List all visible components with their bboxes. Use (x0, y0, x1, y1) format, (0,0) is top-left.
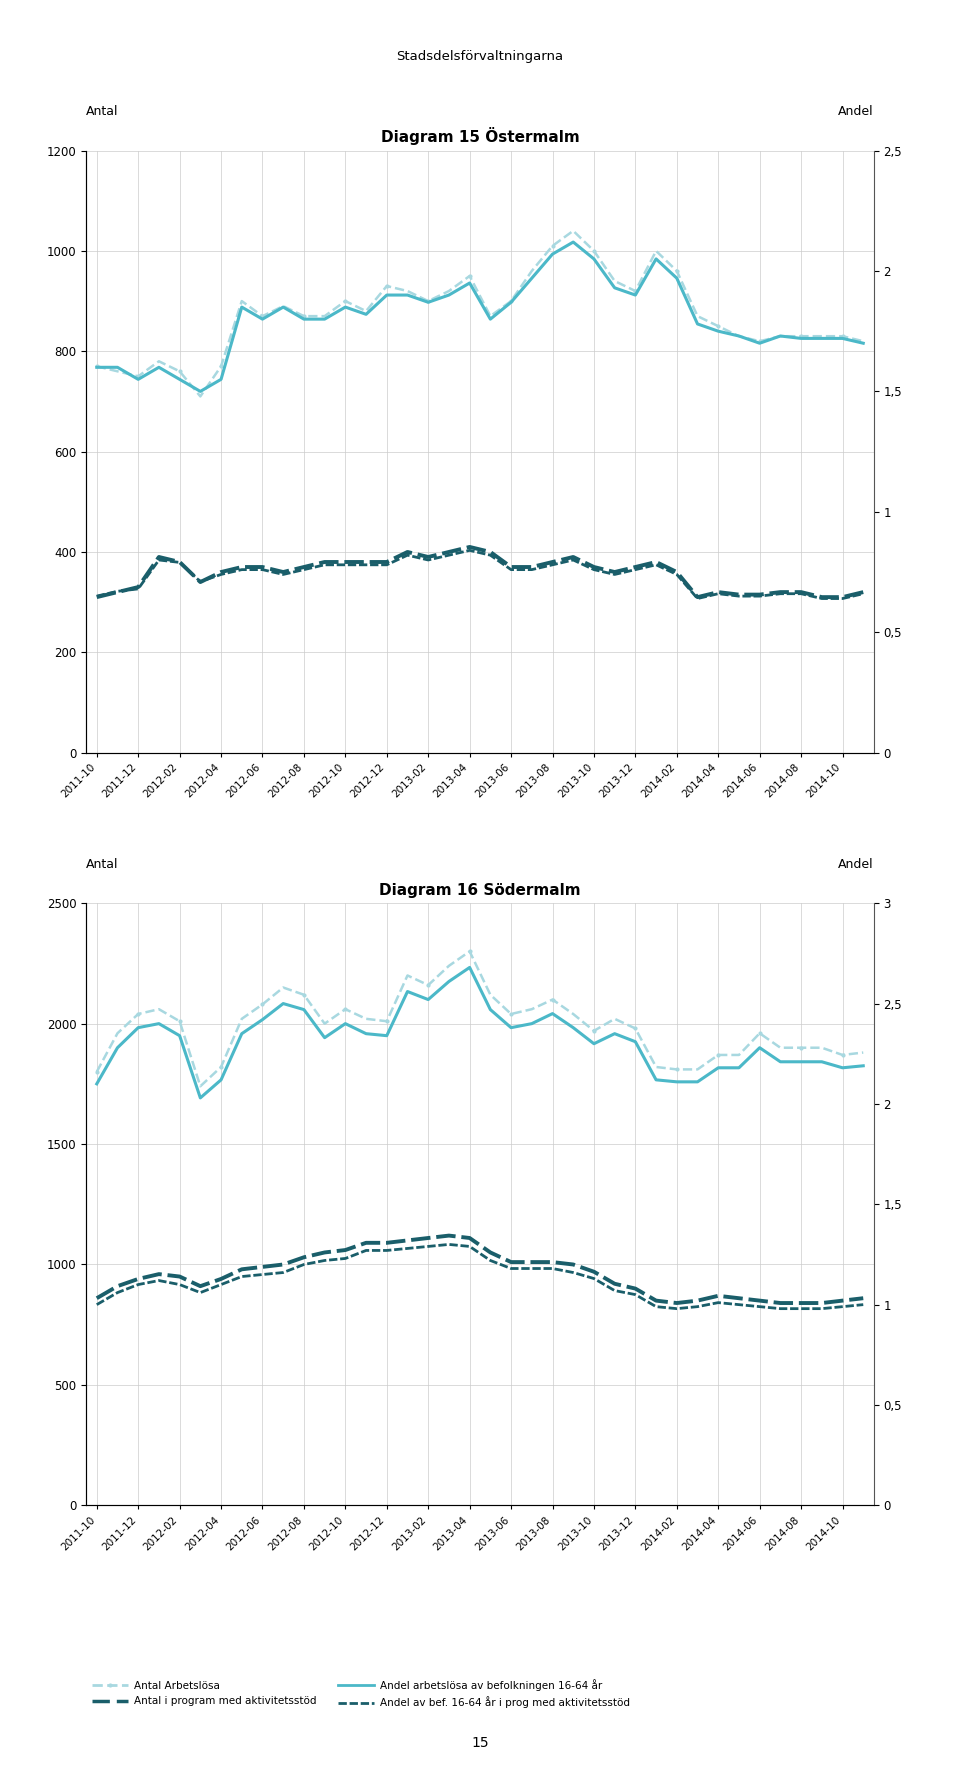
Text: Antal: Antal (86, 106, 119, 119)
Legend: Antal Arbetslösa, Antal i program med aktivitetsstöd, Andel arbetslösa av befolk: Antal Arbetslösa, Antal i program med ak… (91, 926, 631, 956)
Title: Diagram 15 Östermalm: Diagram 15 Östermalm (380, 128, 580, 145)
Text: Andel: Andel (838, 859, 874, 871)
Text: 15: 15 (471, 1736, 489, 1750)
Text: Stadsdelsförvaltningarna: Stadsdelsförvaltningarna (396, 50, 564, 62)
Title: Diagram 16 Södermalm: Diagram 16 Södermalm (379, 884, 581, 898)
Text: Antal: Antal (86, 859, 119, 871)
Legend: Antal Arbetslösa, Antal i program med aktivitetsstöd, Andel arbetslösa av befolk: Antal Arbetslösa, Antal i program med ak… (91, 1679, 631, 1709)
Text: Andel: Andel (838, 106, 874, 119)
